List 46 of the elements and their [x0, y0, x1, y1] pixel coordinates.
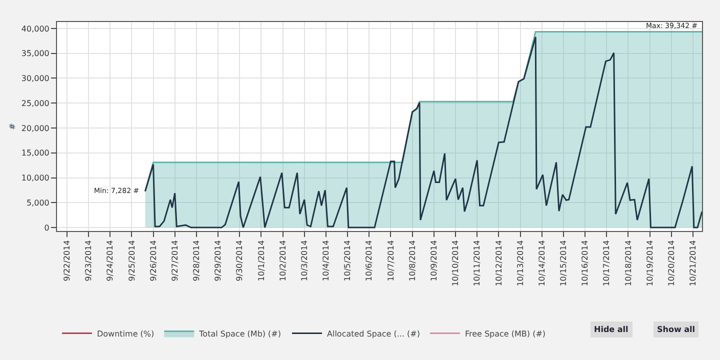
x-tick-label: 10/15/2014 — [559, 240, 568, 286]
legend-label: Allocated Space (... (#) — [327, 329, 420, 338]
x-tick-label: 10/6/2014 — [364, 240, 374, 282]
x-tick-label: 10/7/2014 — [386, 240, 396, 282]
x-tick-label: 10/13/2014 — [516, 240, 525, 286]
x-tick-label: 10/17/2014 — [602, 240, 612, 286]
x-tick-label: 9/30/2014 — [235, 240, 244, 282]
y-tick-label: 20,000 — [21, 124, 50, 133]
x-tick-label: 9/27/2014 — [170, 240, 180, 282]
x-tick-label: 10/11/2014 — [472, 240, 482, 286]
y-tick-label: 10,000 — [21, 174, 50, 183]
x-tick-label: 10/12/2014 — [494, 240, 504, 286]
legend-label: Free Space (MB) (#) — [464, 329, 546, 338]
x-tick-label: 10/1/2014 — [256, 240, 266, 282]
x-tick-label: 10/3/2014 — [300, 240, 309, 282]
x-tick-label: 10/14/2014 — [537, 240, 546, 286]
x-tick-label: 10/5/2014 — [343, 240, 352, 282]
x-tick-label: 10/16/2014 — [580, 240, 590, 286]
x-tick-label: 10/18/2014 — [624, 240, 633, 286]
x-tick-label: 10/10/2014 — [451, 240, 460, 286]
x-tick-label: 10/9/2014 — [430, 240, 439, 282]
text: Hide all — [594, 325, 629, 334]
x-tick-label: 9/23/2014 — [84, 240, 94, 282]
y-tick-label: 15,000 — [21, 148, 50, 158]
x-tick-label: 9/25/2014 — [127, 240, 136, 282]
y-tick-label: 25,000 — [21, 98, 50, 108]
x-tick-label: 9/29/2014 — [214, 240, 223, 282]
y-tick-label: 40,000 — [21, 24, 50, 34]
x-tick-label: 9/24/2014 — [106, 240, 115, 282]
x-tick-label: 10/2/2014 — [278, 240, 288, 282]
y-tick-label: 0 — [44, 223, 50, 232]
x-tick-label: 10/21/2014 — [688, 240, 698, 286]
y-axis-title: # — [8, 122, 18, 130]
y-tick-label: 5,000 — [26, 198, 50, 208]
x-tick-label: 9/28/2014 — [192, 240, 202, 282]
y-tick-label: 30,000 — [21, 74, 50, 84]
x-tick-label: 9/22/2014 — [62, 240, 72, 282]
text: Show all — [657, 325, 696, 334]
x-tick-label: 10/4/2014 — [322, 240, 331, 282]
x-tick-label: 10/20/2014 — [667, 240, 676, 286]
x-tick-label: 10/19/2014 — [645, 240, 654, 286]
legend-label: Total Space (Mb) (#) — [198, 329, 281, 338]
legend-label: Downtime (%) — [97, 329, 154, 338]
y-tick-label: 35,000 — [21, 49, 50, 58]
x-tick-label: 10/8/2014 — [408, 240, 417, 282]
x-tick-label: 9/26/2014 — [148, 240, 158, 282]
